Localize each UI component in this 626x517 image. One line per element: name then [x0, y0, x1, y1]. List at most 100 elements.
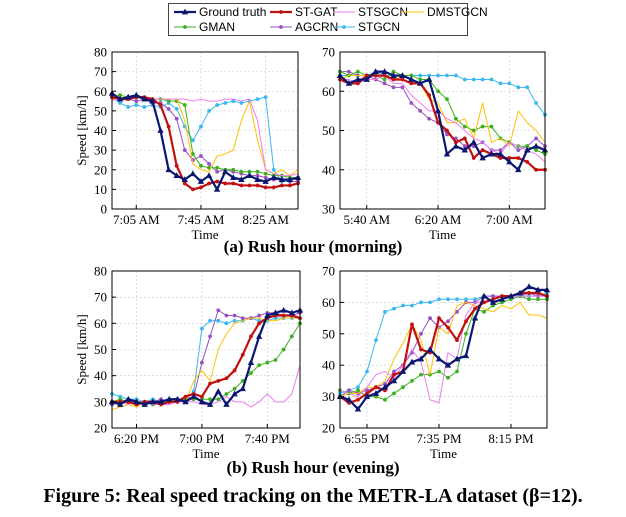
- y-tick-label: 50: [322, 123, 335, 138]
- axes-frame: [339, 270, 548, 429]
- data-point: [525, 283, 533, 290]
- data-point: [118, 397, 123, 402]
- data-point: [464, 331, 468, 336]
- data-point: [417, 80, 424, 86]
- series-st-gat: [110, 313, 302, 407]
- data-point: [174, 163, 179, 168]
- data-point: [392, 369, 396, 374]
- data-point: [534, 167, 538, 172]
- y-tick-label: 60: [322, 84, 335, 99]
- data-point: [347, 388, 351, 393]
- x-axis-label: Time: [193, 446, 220, 461]
- data-point: [190, 187, 195, 192]
- data-point: [273, 316, 278, 320]
- chart-legend: Ground truth ST-GAT STSGCN DMSTGCN GMAN …: [168, 3, 488, 36]
- data-point: [262, 178, 269, 184]
- series-stsgcn: [340, 75, 546, 163]
- series-line: [339, 295, 547, 401]
- data-point: [399, 72, 406, 78]
- data-point: [255, 173, 260, 178]
- data-point: [525, 160, 530, 164]
- data-point: [516, 85, 521, 90]
- data-point: [257, 321, 262, 326]
- data-point: [427, 73, 432, 78]
- data-point: [116, 401, 124, 407]
- data-point: [399, 368, 407, 374]
- data-point: [523, 146, 531, 153]
- data-point: [280, 306, 287, 313]
- series-gman: [338, 294, 549, 402]
- figure-caption: Figure 5: Real speed tracking on the MET…: [43, 485, 583, 507]
- data-point: [215, 387, 222, 394]
- data-point: [174, 107, 179, 111]
- data-point: [471, 314, 479, 321]
- data-point: [182, 181, 187, 186]
- data-point: [455, 338, 459, 342]
- legend-swatch-marker: [279, 25, 283, 29]
- data-point: [125, 395, 132, 402]
- data-point: [255, 169, 260, 174]
- data-point: [223, 401, 230, 407]
- data-point: [141, 401, 148, 407]
- data-point: [223, 101, 228, 105]
- data-point: [281, 313, 286, 318]
- data-point: [445, 97, 449, 101]
- data-point: [279, 183, 284, 188]
- y-tick-label: 30: [94, 394, 107, 409]
- series-st-gat: [110, 95, 300, 192]
- data-point: [437, 316, 441, 320]
- y-tick-label: 40: [94, 123, 107, 138]
- data-point: [247, 169, 252, 174]
- y-tick-label: 40: [322, 358, 335, 373]
- data-point: [498, 148, 503, 153]
- data-point: [417, 355, 425, 362]
- data-point: [498, 156, 503, 160]
- series-agcrn: [338, 291, 549, 399]
- data-point: [462, 124, 467, 129]
- data-point: [354, 76, 362, 82]
- data-point: [126, 105, 131, 109]
- data-point: [166, 99, 171, 103]
- data-point: [445, 73, 449, 78]
- data-point: [347, 69, 351, 74]
- data-point: [418, 108, 423, 113]
- data-point: [240, 316, 245, 320]
- data-point: [383, 309, 387, 314]
- series-dmstgcn: [111, 317, 300, 411]
- data-point: [255, 97, 260, 101]
- data-point: [491, 294, 495, 299]
- y-tick-label: 40: [322, 162, 335, 177]
- data-point: [205, 172, 213, 179]
- data-point: [488, 150, 495, 157]
- series-ground-truth: [108, 89, 302, 192]
- data-point: [190, 393, 197, 399]
- data-point: [200, 326, 204, 331]
- data-point: [207, 161, 211, 166]
- data-point: [288, 183, 292, 188]
- data-point: [134, 99, 139, 103]
- data-point: [453, 73, 458, 78]
- series-line: [340, 71, 546, 116]
- data-point: [374, 385, 378, 390]
- data-point: [232, 386, 237, 391]
- data-point: [133, 91, 140, 98]
- series-line: [340, 71, 546, 151]
- data-point: [345, 396, 353, 403]
- data-point: [497, 150, 504, 157]
- y-tick-label: 70: [94, 290, 107, 305]
- data-point: [498, 295, 506, 302]
- data-point: [263, 175, 268, 180]
- y-tick-label: 10: [94, 182, 107, 197]
- data-point: [437, 369, 441, 374]
- data-point: [515, 166, 522, 173]
- data-point: [461, 146, 468, 153]
- data-point: [264, 312, 271, 318]
- y-tick-label: 50: [322, 326, 335, 341]
- data-point: [224, 313, 229, 318]
- data-point: [446, 325, 450, 330]
- data-point: [409, 81, 414, 86]
- data-point: [224, 321, 229, 326]
- x-tick-label: 6:20 AM: [415, 212, 462, 227]
- data-point: [239, 385, 246, 392]
- data-point: [374, 338, 378, 342]
